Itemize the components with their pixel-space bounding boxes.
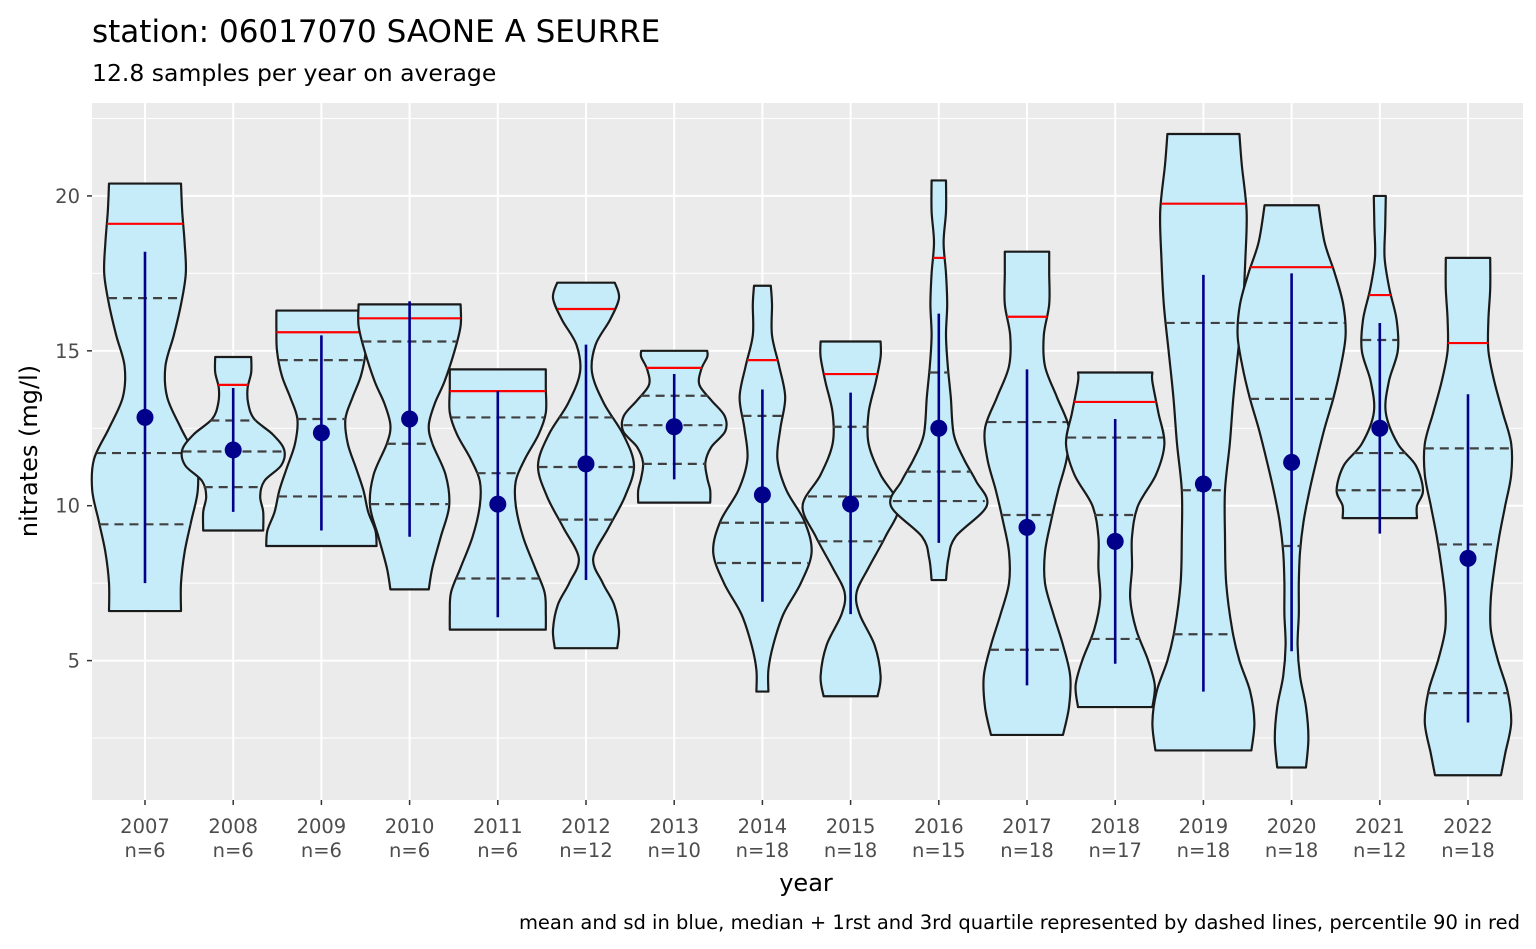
y-tick-label: 5	[68, 650, 80, 673]
violin-2007	[90, 182, 200, 613]
x-tick-year: 2017	[1002, 815, 1052, 838]
mean-point	[577, 455, 595, 473]
x-tick-year: 2014	[738, 815, 788, 838]
y-tick-label: 20	[55, 185, 80, 208]
violin-2017	[982, 250, 1072, 737]
mean-point	[401, 410, 419, 428]
chart-subtitle: 12.8 samples per year on average	[92, 59, 496, 87]
violin-2011	[448, 368, 548, 631]
mean-point	[1371, 419, 1389, 437]
x-tick-year: 2022	[1443, 815, 1493, 838]
chart-caption: mean and sd in blue, median + 1rst and 3…	[519, 911, 1520, 934]
violin-2009	[265, 309, 378, 548]
x-axis-ticks: 2007n=62008n=62009n=62010n=62011n=62012n…	[120, 800, 1495, 862]
mean-point	[224, 441, 242, 459]
x-tick-count: n=10	[647, 839, 701, 862]
mean-point	[136, 408, 154, 426]
y-axis-ticks: 5 10 15 20	[55, 185, 92, 673]
x-tick-year: 2020	[1267, 815, 1317, 838]
mean-point	[489, 495, 507, 513]
y-tick-label: 10	[55, 495, 80, 518]
x-tick-year: 2021	[1355, 815, 1405, 838]
violin-2016	[889, 179, 989, 582]
x-tick-count: n=6	[389, 839, 430, 862]
mean-point	[842, 495, 860, 513]
violin-2008	[180, 355, 286, 532]
x-tick-count: n=6	[301, 839, 342, 862]
violin-2013	[620, 349, 728, 504]
violin-2020	[1236, 204, 1347, 769]
x-tick-year: 2013	[649, 815, 699, 838]
violin-2018	[1064, 371, 1166, 709]
x-tick-year: 2009	[297, 815, 347, 838]
x-tick-count: n=18	[1265, 839, 1319, 862]
y-tick-label: 15	[55, 340, 80, 363]
x-axis-label: year	[779, 869, 833, 897]
violins	[90, 132, 1514, 777]
x-tick-count: n=6	[477, 839, 518, 862]
y-axis-label: nitrates (mg/l)	[15, 365, 43, 537]
x-tick-count: n=6	[213, 839, 254, 862]
violin-2019	[1151, 132, 1256, 752]
x-tick-count: n=12	[559, 839, 613, 862]
mean-point	[665, 418, 683, 436]
x-tick-year: 2007	[120, 815, 170, 838]
mean-point	[1459, 549, 1477, 567]
x-tick-count: n=17	[1088, 839, 1142, 862]
x-tick-count: n=18	[1177, 839, 1231, 862]
x-tick-year: 2011	[473, 815, 523, 838]
x-tick-count: n=18	[736, 839, 790, 862]
mean-point	[312, 424, 330, 442]
violin-2022	[1422, 256, 1514, 777]
violin-2010	[357, 301, 463, 591]
mean-point	[753, 486, 771, 504]
chart-title: station: 06017070 SAONE A SEURRE	[92, 14, 660, 50]
x-tick-year: 2019	[1179, 815, 1229, 838]
mean-point	[1194, 475, 1212, 493]
violin-2012	[536, 281, 636, 650]
mean-point	[930, 419, 948, 437]
x-tick-year: 2008	[208, 815, 258, 838]
mean-point	[1018, 518, 1036, 536]
x-tick-count: n=18	[1441, 839, 1495, 862]
x-tick-count: n=12	[1353, 839, 1407, 862]
x-tick-count: n=6	[124, 839, 165, 862]
x-tick-count: n=18	[1000, 839, 1054, 862]
x-tick-year: 2018	[1090, 815, 1140, 838]
mean-point	[1283, 453, 1301, 471]
violin-2021	[1335, 194, 1425, 534]
x-tick-count: n=15	[912, 839, 966, 862]
mean-point	[1106, 532, 1124, 550]
violin-2015	[801, 340, 900, 698]
x-tick-year: 2012	[561, 815, 611, 838]
x-tick-year: 2016	[914, 815, 964, 838]
x-tick-year: 2010	[385, 815, 435, 838]
violin-2014	[712, 284, 813, 693]
x-tick-count: n=18	[824, 839, 878, 862]
x-tick-year: 2015	[826, 815, 876, 838]
